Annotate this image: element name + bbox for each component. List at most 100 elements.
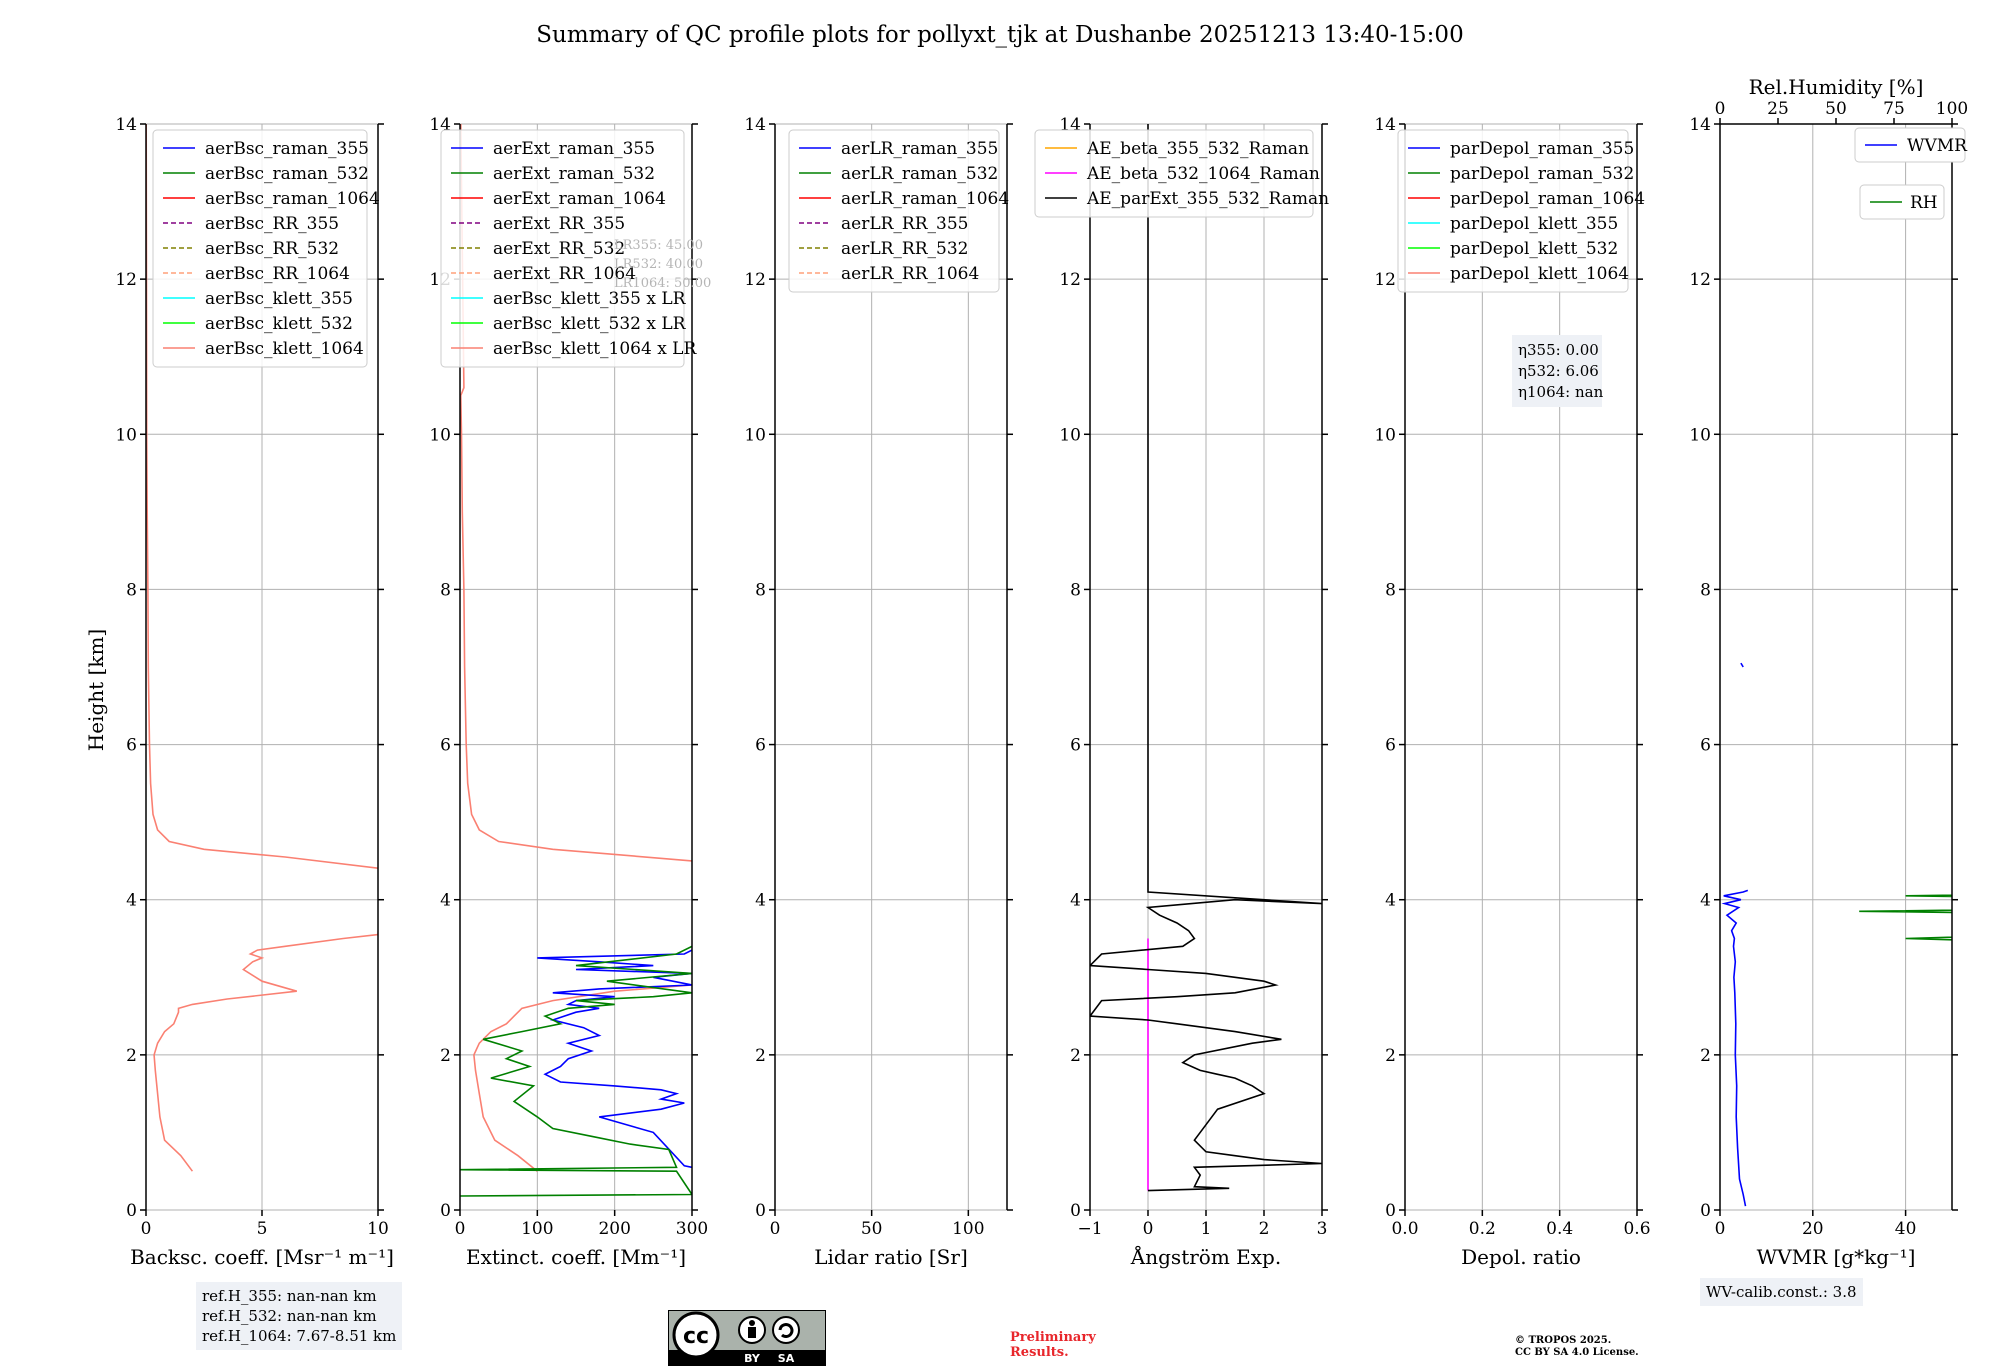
ytick-label: 8 [1385, 580, 1396, 600]
legend-label: parDepol_klett_532 [1450, 239, 1618, 259]
legend-box [152, 129, 368, 368]
top-xtick-label: 75 [1883, 99, 1905, 119]
legend-label: aerLR_RR_355 [841, 214, 968, 234]
ytick-label: 8 [755, 580, 766, 600]
xtick-label: 10 [367, 1219, 389, 1239]
x-axis-label: Backsc. coeff. [Msr⁻¹ m⁻¹] [130, 1245, 394, 1269]
legend-label: aerBsc_RR_532 [205, 239, 339, 259]
panel-lr: 0 2 4 6 8 10 12 14 0 50 100 Lidar ratio [Sr] aerLR_r… [744, 115, 1013, 1269]
y-axis-label: Height [km] [84, 629, 108, 751]
xtick-label: 50 [861, 1219, 883, 1239]
xtick-label: 100 [521, 1219, 553, 1239]
legend-label: AE_beta_532_1064_Raman [1086, 164, 1320, 184]
ytick-label: 6 [126, 736, 137, 756]
ytick-label: 14 [744, 115, 766, 135]
ytick-label: 0 [755, 1201, 766, 1221]
ytick-label: 0 [126, 1201, 137, 1221]
series-WVMR_point [1740, 662, 1744, 668]
series-aerBsc_klett_1064 x LR [460, 124, 692, 1172]
cc-sa-label: SA [778, 1352, 795, 1365]
xtick-label: 200 [598, 1219, 630, 1239]
legend-label: aerLR_raman_1064 [841, 189, 1009, 209]
ytick-label: 4 [755, 891, 766, 911]
ytick-label: 10 [1059, 425, 1081, 445]
ytick-label: 0 [1700, 1201, 1711, 1221]
legend-label: aerBsc_raman_532 [205, 164, 369, 184]
legend-label: aerBsc_RR_1064 [205, 264, 350, 284]
xtick-label: 100 [952, 1219, 984, 1239]
eta-annotation: η355: 0.00 [1518, 341, 1599, 359]
ytick-label: 4 [440, 891, 451, 911]
legend-label: aerLR_raman_532 [841, 164, 998, 184]
ref-h-532: ref.H_532: nan-nan km [202, 1307, 377, 1325]
series-WVMR [1721, 889, 1749, 1207]
wv-calib-const: WV-calib.const.: 3.8 [1706, 1283, 1857, 1301]
top-xtick-label: 100 [1936, 99, 1968, 119]
legend-label: aerBsc_klett_532 x LR [493, 314, 687, 334]
xtick-label: 40 [1895, 1219, 1917, 1239]
xtick-label: 0 [455, 1219, 466, 1239]
legend-label: aerExt_RR_355 [493, 214, 625, 234]
legend-label: parDepol_raman_1064 [1450, 189, 1645, 209]
preliminary-line-2: Results. [1010, 1345, 1069, 1360]
ytick-label: 2 [440, 1046, 451, 1066]
ref-h-1064: ref.H_1064: 7.67-8.51 km [202, 1327, 397, 1345]
ytick-label: 10 [1689, 425, 1711, 445]
eta-annotation: η532: 6.06 [1518, 362, 1599, 380]
ytick-label: 12 [1689, 270, 1711, 290]
x-axis-label: WVMR [g*kg⁻¹] [1757, 1245, 1916, 1269]
xtick-label: 0 [1143, 1219, 1154, 1239]
xtick-label: 300 [676, 1219, 708, 1239]
xtick-label: 0 [141, 1219, 152, 1239]
legend-label: RH [1910, 193, 1938, 213]
legend-label: aerExt_RR_532 [493, 239, 625, 259]
cc-mark: cc [683, 1324, 709, 1349]
legend-label: aerExt_raman_532 [493, 164, 655, 184]
ytick-label: 10 [115, 425, 137, 445]
x-axis-label: Extinct. coeff. [Mm⁻¹] [466, 1245, 686, 1269]
series-aerExt_raman_355 [537, 949, 692, 1169]
xtick-label: 0 [1715, 1219, 1726, 1239]
ytick-label: 12 [744, 270, 766, 290]
series-RH [1859, 894, 1952, 1207]
ytick-label: 0 [1385, 1201, 1396, 1221]
ytick-label: 8 [126, 580, 137, 600]
legend-label: aerLR_raman_355 [841, 139, 998, 159]
x-axis-label: Lidar ratio [Sr] [814, 1245, 968, 1269]
xtick-label: 5 [257, 1219, 268, 1239]
ytick-label: 8 [1700, 580, 1711, 600]
xtick-label: 3 [1317, 1219, 1328, 1239]
wv-calib-box: WV-calib.const.: 3.8 [1700, 1278, 1863, 1306]
xtick-label: 0.6 [1623, 1219, 1650, 1239]
lr-annotation: LR1064: 50.00 [614, 276, 711, 291]
ytick-label: 12 [115, 270, 137, 290]
legend-box [440, 129, 685, 368]
ref-h-355: ref.H_355: nan-nan km [202, 1287, 377, 1305]
panels: 0 2 4 6 8 10 12 14 0 5 10 Backsc. coeff. [Msr⁻¹ m⁻¹… [115, 75, 1968, 1269]
ytick-label: 12 [1374, 270, 1396, 290]
ytick-label: 4 [1070, 891, 1081, 911]
legend-label: aerBsc_raman_355 [205, 139, 369, 159]
xtick-label: −1 [1077, 1219, 1102, 1239]
ytick-label: 2 [126, 1046, 137, 1066]
ytick-label: 8 [1070, 580, 1081, 600]
top-xtick-label: 25 [1767, 99, 1789, 119]
ytick-label: 8 [440, 580, 451, 600]
panel-depol: 0 2 4 6 8 10 12 14 0.0 0.2 0.4 0.6 Depol. ratio parDe… [1374, 115, 1650, 1269]
ytick-label: 6 [1070, 736, 1081, 756]
legend-label: aerBsc_klett_355 [205, 289, 353, 309]
legend-box [1397, 129, 1629, 293]
tropos-line-1: © TROPOS 2025. [1515, 1335, 1612, 1346]
legend-label: aerLR_RR_1064 [841, 264, 979, 284]
legend-label: aerBsc_RR_355 [205, 214, 339, 234]
ytick-label: 10 [1374, 425, 1396, 445]
tropos-copyright: © TROPOS 2025. CC BY SA 4.0 License. [1515, 1335, 1639, 1359]
ytick-label: 14 [1689, 115, 1711, 135]
legend-label: WVMR [1907, 136, 1968, 156]
ytick-label: 6 [1385, 736, 1396, 756]
legend-label: AE_beta_355_532_Raman [1086, 139, 1309, 159]
